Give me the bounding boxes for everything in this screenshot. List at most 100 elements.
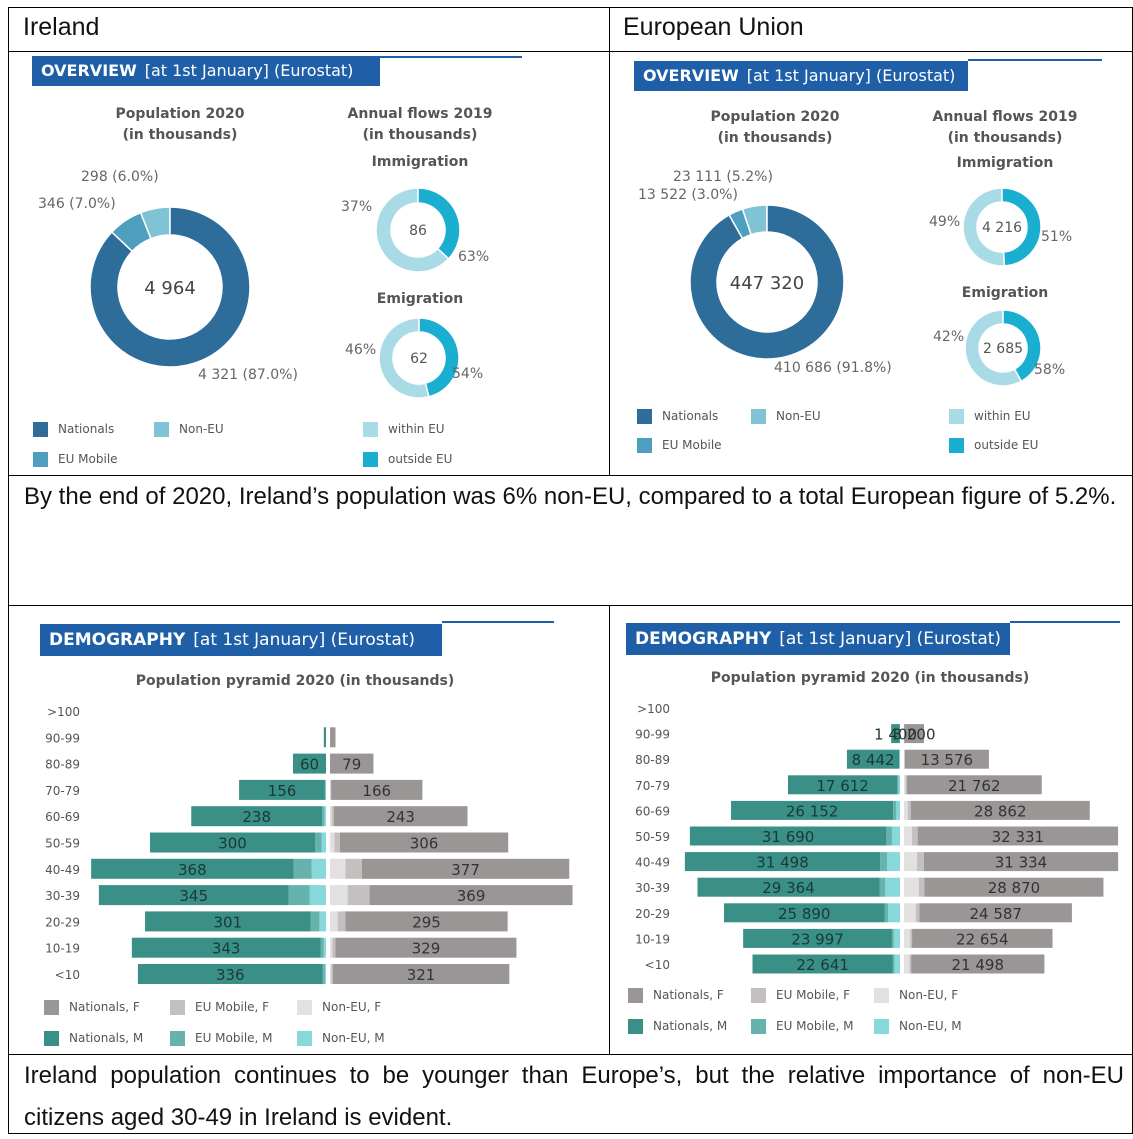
eu-immigration-within-label: 51% <box>1041 229 1072 245</box>
donut-center-label: 62 <box>410 351 428 367</box>
bar-non-eu-m <box>894 955 900 974</box>
age-tick-label: 90-99 <box>635 728 670 742</box>
bar-non-eu-m <box>310 885 327 905</box>
bar-non-eu-m <box>888 903 900 922</box>
data-label-nationals-f: 24 587 <box>969 905 1022 923</box>
data-label-nationals-f: 79 <box>342 756 361 774</box>
data-label-nationals-f: 21 762 <box>948 777 1001 795</box>
data-label-nationals-f: 369 <box>457 887 486 905</box>
bar-eu-mobile-f <box>332 938 335 958</box>
data-label-nationals-f: 166 <box>362 782 391 800</box>
data-label-nationals-f: 31 334 <box>995 854 1047 872</box>
data-label-nationals-f: 3 200 <box>893 726 936 744</box>
swatch <box>170 1031 185 1046</box>
ie-demography-banner: DEMOGRAPHY [at 1st January] (Eurostat) <box>40 624 442 656</box>
bar-eu-mobile-f <box>332 806 334 826</box>
bar-eu-mobile-f <box>348 885 370 905</box>
data-label-nationals-f: 22 654 <box>956 930 1009 948</box>
bar-non-eu-m <box>898 775 900 794</box>
bar-eu-mobile-f <box>331 964 333 984</box>
data-label-nationals-m: 31 498 <box>756 854 809 872</box>
eu-population-donut: 447 320 <box>689 204 845 360</box>
bar-non-eu-f <box>330 780 331 800</box>
swatch <box>637 438 652 453</box>
age-tick-label: 70-79 <box>45 784 80 798</box>
swatch <box>637 409 652 424</box>
age-tick-label: >100 <box>637 702 670 716</box>
swatch <box>154 422 169 437</box>
bar-eu-mobile-f <box>331 780 332 800</box>
bar-eu-mobile-m <box>897 775 898 794</box>
data-label-nationals-f: 32 331 <box>992 828 1045 846</box>
ie-immigration-within-label: 63% <box>458 249 489 265</box>
ie-immigration-title: Immigration <box>330 152 510 173</box>
age-tick-label: 40-49 <box>635 856 670 870</box>
demography-caption: Ireland population continues to be young… <box>24 1055 1124 1139</box>
age-tick-label: 30-39 <box>635 881 670 895</box>
swatch <box>874 1019 889 1034</box>
age-tick-label: 60-69 <box>635 804 670 818</box>
swatch <box>751 409 766 424</box>
data-label-nationals-m: 156 <box>268 782 297 800</box>
eu-nationals-label: 410 686 (91.8%) <box>774 360 892 376</box>
swatch <box>363 422 378 437</box>
bar-eu-mobile-m <box>880 852 887 871</box>
bar-eu-mobile-m <box>315 833 322 853</box>
ie-population-title: Population 2020(in thousands) <box>95 104 265 146</box>
bar-non-eu-m <box>324 806 326 826</box>
age-tick-label: 20-29 <box>45 915 80 929</box>
data-label-nationals-m: 17 612 <box>816 777 869 795</box>
data-label-nationals-m: 343 <box>212 940 241 958</box>
age-tick-label: <10 <box>645 958 670 972</box>
ie-immigration-donut: 86 <box>373 185 463 275</box>
banner-rule <box>1010 621 1120 623</box>
age-tick-label: 60-69 <box>45 810 80 824</box>
legend-nationals-f: Nationals, F <box>44 999 140 1015</box>
bar-eu-mobile-m <box>321 938 324 958</box>
bar-non-eu-f <box>330 938 332 958</box>
ie-emigration-donut: 62 <box>376 315 462 401</box>
bar-eu-mobile-f <box>908 801 911 820</box>
bar-eu-mobile-m <box>322 806 324 826</box>
swatch <box>297 1000 312 1015</box>
bar-eu-mobile-m <box>294 859 312 879</box>
bar-non-eu-m <box>325 964 326 984</box>
banner-title: DEMOGRAPHY <box>49 630 185 650</box>
bar-eu-mobile-f <box>912 827 918 846</box>
bar-eu-mobile-m <box>323 964 325 984</box>
legend-non-eu-m: Non-EU, M <box>874 1018 962 1034</box>
data-label-nationals-m: 31 690 <box>762 828 815 846</box>
swatch <box>33 422 48 437</box>
ie-eu-mobile-label: 346 (7.0%) <box>38 196 116 212</box>
data-label-nationals-m: 23 997 <box>791 930 844 948</box>
banner-rule <box>380 56 522 58</box>
bar-non-eu-f <box>330 833 334 853</box>
age-tick-label: 50-59 <box>635 830 670 844</box>
legend-eu-mobile-f: EU Mobile, F <box>170 999 269 1015</box>
eu-population-title: Population 2020(in thousands) <box>690 107 860 149</box>
bar-non-eu-f <box>330 885 348 905</box>
bar-non-eu-m <box>887 852 900 871</box>
legend-within-eu: within EU <box>949 408 1031 424</box>
eu-demography-banner: DEMOGRAPHY[at 1st January] (Eurostat) <box>626 623 1010 655</box>
bar-eu-mobile-f <box>906 775 907 794</box>
ie-population-donut: 4 964 <box>80 197 260 377</box>
bar-non-eu-f <box>904 801 908 820</box>
eu-immigration-outside-label: 49% <box>929 214 960 230</box>
banner-title: OVERVIEW <box>41 61 137 80</box>
age-tick-label: 30-39 <box>45 889 80 903</box>
age-tick-label: 40-49 <box>45 863 80 877</box>
banner-subtitle: [at 1st January] (Eurostat) <box>193 630 415 650</box>
swatch <box>297 1031 312 1046</box>
ie-overview-banner: OVERVIEW[at 1st January] (Eurostat) <box>32 56 380 86</box>
ie-non-eu-label: 298 (6.0%) <box>81 169 159 185</box>
data-label-nationals-f: 306 <box>410 835 439 853</box>
swatch <box>949 438 964 453</box>
bar-non-eu-m <box>322 833 326 853</box>
swatch <box>874 988 889 1003</box>
legend-outside-eu: outside EU <box>949 437 1038 453</box>
data-label-nationals-f: 321 <box>407 966 436 984</box>
banner-title: DEMOGRAPHY <box>635 629 771 649</box>
age-tick-label: 10-19 <box>635 932 670 946</box>
